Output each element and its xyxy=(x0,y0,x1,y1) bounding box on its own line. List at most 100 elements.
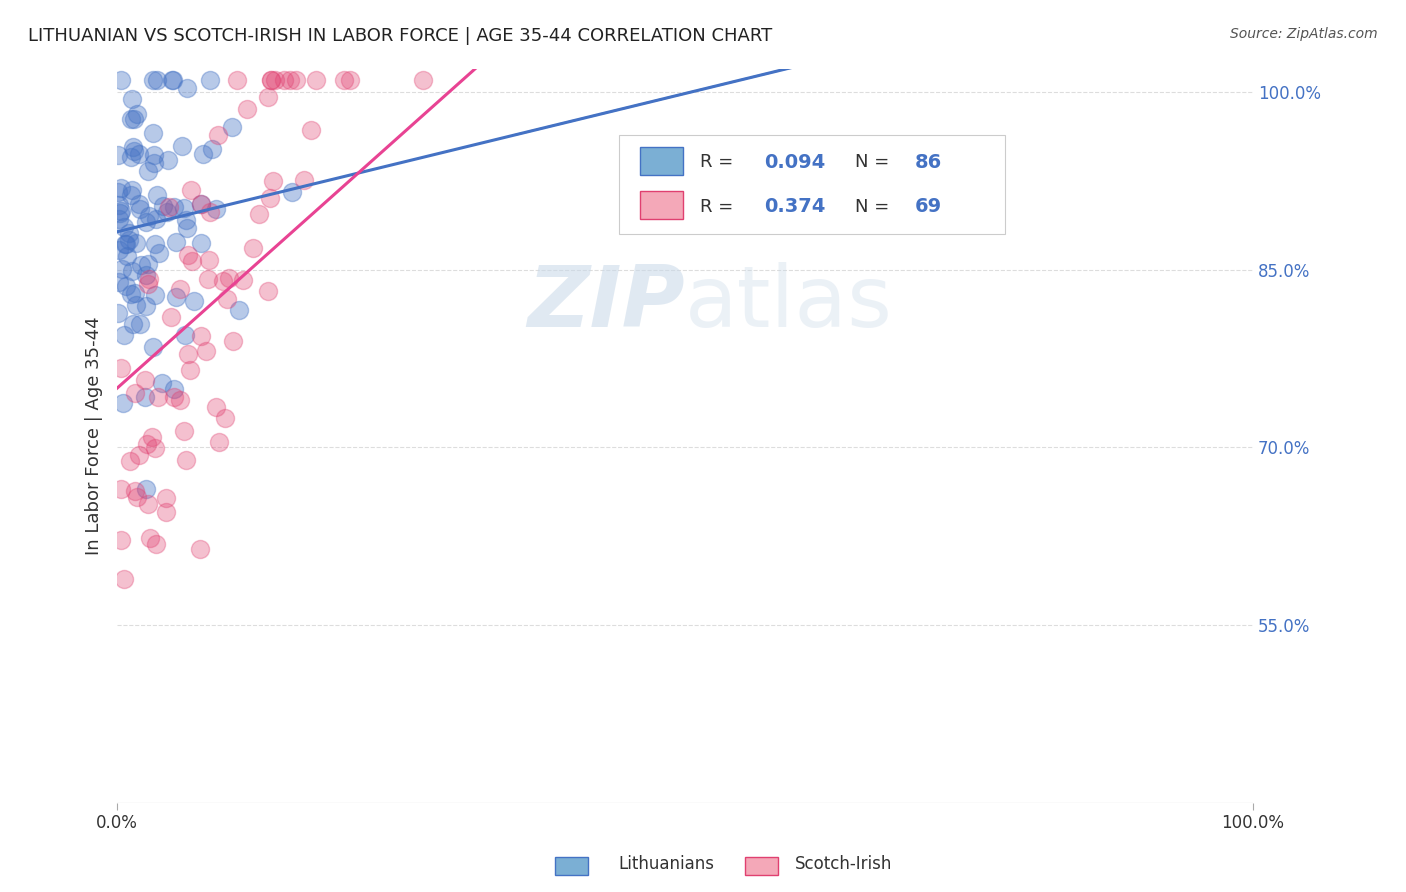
Point xyxy=(107,306,129,320)
Point xyxy=(180,184,202,198)
Point xyxy=(141,429,163,443)
Point xyxy=(262,174,284,188)
Point xyxy=(263,73,285,87)
Text: R =: R = xyxy=(700,197,733,216)
Point xyxy=(260,73,283,87)
Point xyxy=(142,156,165,170)
Point xyxy=(201,142,224,156)
Point xyxy=(412,73,434,87)
Point xyxy=(152,199,174,213)
Point xyxy=(176,453,198,467)
Point xyxy=(121,92,143,106)
Point xyxy=(128,449,150,463)
Point xyxy=(163,390,186,404)
Point xyxy=(124,286,146,301)
Point xyxy=(110,533,132,547)
Point xyxy=(198,73,221,87)
Point xyxy=(333,73,356,87)
Point xyxy=(145,212,167,227)
Point xyxy=(115,279,138,293)
Point xyxy=(200,204,222,219)
Point xyxy=(145,537,167,551)
Point xyxy=(143,442,166,456)
Point xyxy=(110,482,132,496)
Point xyxy=(160,73,183,87)
Point xyxy=(110,204,132,219)
Y-axis label: In Labor Force | Age 35-44: In Labor Force | Age 35-44 xyxy=(86,317,103,555)
Point xyxy=(135,214,157,228)
Point xyxy=(111,261,134,276)
Point xyxy=(205,202,228,216)
Point xyxy=(212,274,235,288)
Point xyxy=(115,237,138,252)
Point xyxy=(214,411,236,425)
Point xyxy=(190,541,212,556)
Point xyxy=(226,73,249,87)
Point xyxy=(169,392,191,407)
Point xyxy=(146,73,169,87)
Point xyxy=(110,360,132,375)
Point xyxy=(138,272,160,286)
Point xyxy=(256,284,278,298)
Point xyxy=(121,140,143,154)
Point xyxy=(110,181,132,195)
Point xyxy=(114,237,136,252)
Point xyxy=(205,401,228,415)
Point xyxy=(191,147,214,161)
Point xyxy=(134,373,156,387)
Point xyxy=(108,211,131,226)
Point xyxy=(135,299,157,313)
Point xyxy=(197,271,219,285)
Point xyxy=(162,73,184,87)
Point xyxy=(138,497,160,511)
Text: LITHUANIAN VS SCOTCH-IRISH IN LABOR FORCE | AGE 35-44 CORRELATION CHART: LITHUANIAN VS SCOTCH-IRISH IN LABOR FORC… xyxy=(28,27,772,45)
Point xyxy=(218,271,240,285)
Point xyxy=(215,292,238,306)
Point xyxy=(125,235,148,250)
Point xyxy=(179,363,201,377)
Point xyxy=(183,293,205,308)
Point xyxy=(124,483,146,498)
Point xyxy=(142,340,165,354)
Text: Lithuanians: Lithuanians xyxy=(619,855,714,872)
Point xyxy=(110,73,132,87)
Point xyxy=(138,531,160,545)
Point xyxy=(163,201,186,215)
Point xyxy=(146,390,169,404)
Point xyxy=(120,112,142,126)
Point xyxy=(150,376,173,391)
Point xyxy=(157,153,180,167)
Point xyxy=(148,245,170,260)
Point xyxy=(228,303,250,318)
Point xyxy=(257,90,280,104)
Point xyxy=(173,201,195,215)
FancyBboxPatch shape xyxy=(640,147,683,175)
Point xyxy=(112,219,135,234)
Point xyxy=(125,297,148,311)
Point xyxy=(180,254,202,268)
Point xyxy=(221,120,243,134)
Point xyxy=(136,163,159,178)
Point xyxy=(107,148,129,162)
Point xyxy=(174,212,197,227)
Text: 69: 69 xyxy=(914,197,942,216)
Point xyxy=(108,198,131,212)
Point xyxy=(128,147,150,161)
Point xyxy=(146,188,169,202)
Point xyxy=(118,233,141,247)
Point xyxy=(122,318,145,332)
Point xyxy=(247,207,270,221)
Point xyxy=(278,73,301,87)
Point xyxy=(190,236,212,251)
Point xyxy=(122,112,145,126)
Text: Scotch-Irish: Scotch-Irish xyxy=(794,855,891,872)
Point xyxy=(222,334,245,349)
FancyBboxPatch shape xyxy=(640,191,683,219)
Point xyxy=(190,197,212,211)
Point xyxy=(138,209,160,223)
Point xyxy=(121,264,143,278)
Point xyxy=(165,235,187,250)
Point xyxy=(173,424,195,438)
Point xyxy=(112,327,135,342)
Point xyxy=(110,206,132,220)
